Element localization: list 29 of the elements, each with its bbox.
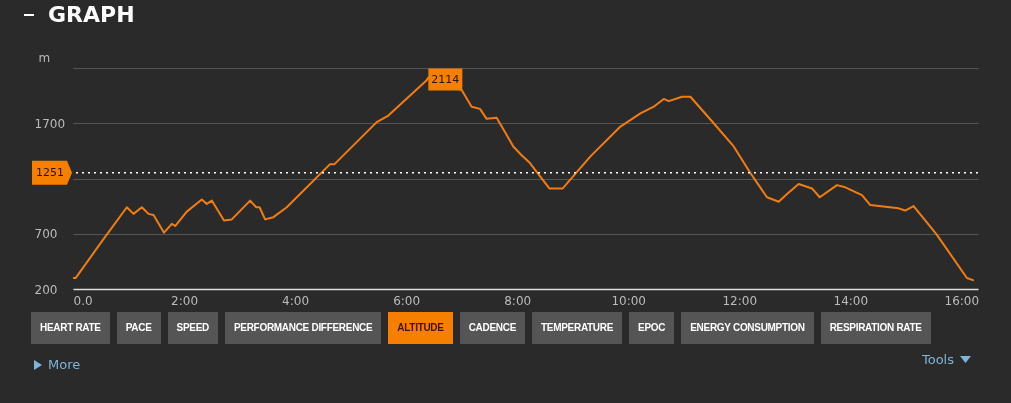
x-tick-label: 6:00 [393,293,421,308]
x-tick-label: 14:00 [833,293,869,308]
annotation: 2114 [431,72,460,86]
x-tick-label: 0.0 [73,293,93,308]
ref-line-label: 1251 [36,165,64,179]
text: SPEED [167,312,218,344]
chart-title: GRAPH [48,2,135,27]
text: EPOC [629,312,675,344]
text: CADENCE [459,312,526,344]
text: TEMPERATURE [532,312,623,344]
text: ENERGY CONSUMPTION [681,312,814,344]
x-tick-label: 4:00 [282,293,310,308]
y-tick-label: 200 [34,282,58,297]
line-series [73,76,974,282]
x-tick-label: 8:00 [504,293,532,308]
text: PERFORMANCE DIFFERENCE [224,312,382,344]
x-tick-label: 12:00 [722,293,758,308]
text: Tools [921,352,954,367]
x-tick-label: 16:00 [944,293,980,308]
text: RESPIRATION RATE [820,312,931,344]
x-tick-label: 2:00 [171,293,199,308]
text: More [48,357,81,372]
text: HEART RATE [31,312,110,344]
y-axis-title: m [38,50,51,65]
text: ALTITUDE [388,312,453,344]
text: PACE [116,312,161,344]
y-tick-label: 700 [34,227,58,242]
x-tick-label: 10:00 [611,293,647,308]
y-tick-label: 1700 [34,116,66,131]
